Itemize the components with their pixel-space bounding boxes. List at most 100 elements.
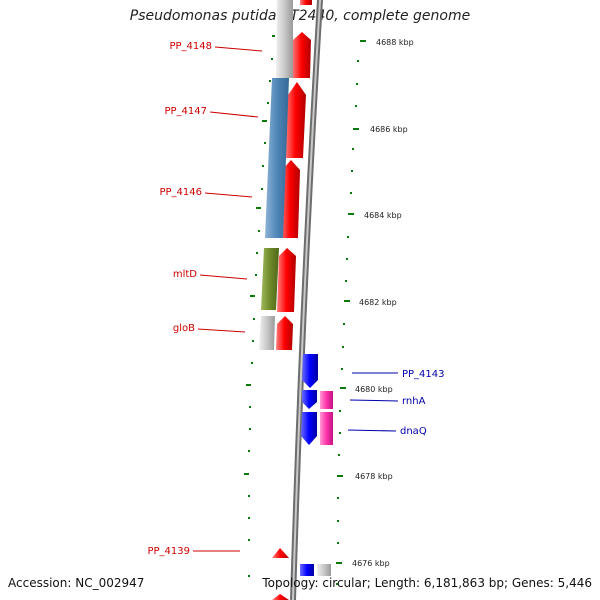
gene-label-rnha[interactable]: rnhA (402, 396, 426, 407)
gene-label-pp4148[interactable]: PP_4148 (169, 41, 212, 52)
tick (341, 368, 343, 370)
tick (252, 340, 254, 342)
gene-label-pp4146[interactable]: PP_4146 (159, 187, 202, 198)
tick (352, 148, 354, 150)
gene-arrow[interactable] (277, 248, 296, 312)
tick (256, 207, 261, 209)
strand-outer-left (259, 0, 293, 350)
gene-box-dnaq[interactable] (320, 412, 333, 445)
tick (357, 60, 359, 62)
tick (258, 230, 260, 232)
tick (355, 105, 357, 107)
gene-box-pp4148[interactable] (276, 0, 293, 78)
tick (253, 318, 255, 320)
leader (199, 274, 248, 280)
tick (340, 387, 346, 389)
tick (269, 80, 271, 82)
gene-box[interactable] (300, 564, 314, 576)
gene-box-glob[interactable] (259, 316, 275, 350)
gene-arrow-pp4143[interactable] (302, 354, 318, 388)
right-ruler-ticks (336, 40, 366, 585)
tick (336, 562, 342, 564)
tick (339, 432, 341, 434)
tick (249, 406, 251, 408)
tick (337, 497, 339, 499)
tick (248, 539, 250, 541)
leader (349, 399, 399, 402)
tick (249, 428, 251, 430)
scale-label-4684: 4684 kbp (364, 211, 402, 220)
tick (337, 542, 339, 544)
genome-title: Pseudomonas putida KT2440, complete geno… (129, 8, 471, 24)
gene-arrow[interactable] (276, 316, 293, 350)
leader (347, 429, 397, 432)
tick (250, 295, 255, 297)
gene-arrow[interactable] (292, 32, 311, 78)
gene-label-dnaq[interactable]: dnaQ (400, 426, 427, 437)
tick (246, 384, 251, 386)
tick (344, 300, 350, 302)
leader (214, 46, 263, 52)
tick (339, 410, 341, 412)
left-leaders (193, 46, 263, 552)
tick (248, 575, 250, 577)
tick (244, 473, 249, 475)
tick (272, 35, 275, 37)
tick (251, 362, 253, 364)
leader (197, 328, 246, 333)
tick (345, 280, 347, 282)
tick (350, 192, 352, 194)
left-ruler-ticks (244, 35, 275, 577)
gene-label-glob[interactable]: gloB (173, 323, 195, 334)
tick (255, 274, 257, 276)
gene-arrow[interactable] (272, 594, 289, 600)
gene-arrow-rnha[interactable] (302, 390, 317, 409)
strand-right (300, 354, 333, 576)
gene-label-mltd[interactable]: mltD (173, 269, 197, 280)
tick (343, 323, 345, 325)
tick (248, 450, 250, 452)
gene-box-mltd[interactable] (261, 248, 279, 310)
leader (204, 192, 253, 198)
scale-label-4682: 4682 kbp (359, 298, 397, 307)
tick (342, 346, 344, 348)
tick (261, 188, 263, 190)
tick (348, 213, 354, 215)
tick (351, 170, 353, 172)
tick (347, 236, 349, 238)
accession-text: Accession: NC_002947 (8, 576, 145, 590)
tick (264, 142, 266, 144)
tick (256, 252, 258, 254)
gene-arrow-dnaq[interactable] (301, 412, 317, 445)
scale-label-4678: 4678 kbp (355, 472, 393, 481)
gene-arrow[interactable] (300, 0, 312, 5)
gene-arrow-pp4139[interactable] (272, 548, 289, 558)
tick (338, 454, 340, 456)
tick (337, 520, 339, 522)
tick (346, 258, 348, 260)
tick (262, 120, 267, 122)
gene-box-rnha[interactable] (320, 391, 333, 409)
strand-red-arrows (272, 0, 312, 600)
gene-label-pp4143[interactable]: PP_4143 (402, 369, 445, 380)
tick (336, 583, 338, 585)
genome-backbone-highlight (292, 0, 321, 600)
gene-label-pp4147[interactable]: PP_4147 (164, 106, 207, 117)
gene-box[interactable] (317, 564, 331, 576)
tick (356, 83, 358, 85)
gene-arrow[interactable] (285, 82, 306, 158)
tick (271, 58, 273, 60)
leader (209, 111, 259, 118)
tick (360, 40, 366, 42)
tick (337, 475, 343, 477)
tick (267, 102, 269, 104)
scale-label-4686: 4686 kbp (370, 125, 408, 134)
tick (248, 517, 250, 519)
right-leaders (347, 372, 399, 432)
gene-label-pp4139[interactable]: PP_4139 (147, 546, 190, 557)
scale-label-4676: 4676 kbp (352, 559, 390, 568)
gene-box-pp4147-pp4146[interactable] (265, 78, 289, 238)
tick (353, 128, 359, 130)
scale-label-4680: 4680 kbp (355, 385, 393, 394)
